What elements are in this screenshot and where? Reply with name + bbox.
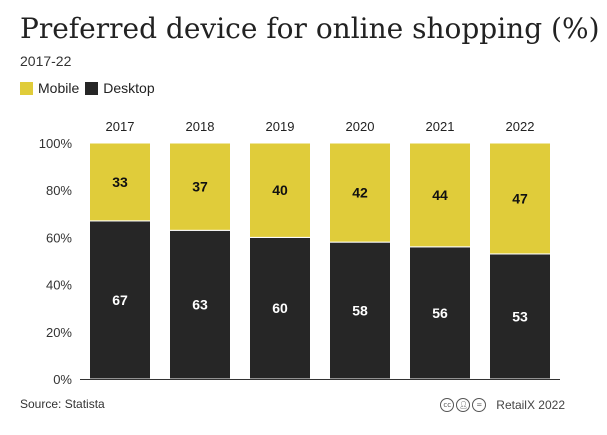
data-label-mobile: 42: [352, 185, 368, 201]
y-tick-label: 60%: [46, 230, 72, 245]
legend-item-mobile: Mobile: [20, 80, 79, 96]
credit-text: RetailX 2022: [496, 398, 565, 412]
y-tick-label: 20%: [46, 325, 72, 340]
y-tick-label: 100%: [39, 136, 73, 151]
legend-swatch-desktop: [85, 81, 99, 95]
bar-segment-mobile: [169, 142, 231, 231]
y-tick-label: 0%: [53, 372, 72, 387]
data-label-desktop: 58: [352, 303, 368, 319]
x-category-label: 2022: [506, 119, 535, 134]
data-label-mobile: 40: [272, 182, 288, 198]
x-category-label: 2019: [266, 119, 295, 134]
x-category-label: 2020: [346, 119, 375, 134]
data-label-desktop: 60: [272, 300, 288, 316]
data-label-desktop: 67: [112, 292, 128, 308]
data-label-mobile: 44: [432, 187, 448, 203]
bar-segment-mobile: [409, 142, 471, 248]
bar-segment-mobile: [489, 142, 551, 255]
license-icons: cc 👤︎ =: [440, 398, 488, 412]
data-label-mobile: 47: [512, 190, 528, 206]
bar-segment-desktop: [409, 246, 471, 380]
data-label-mobile: 37: [192, 179, 208, 195]
bar-segment-mobile: [329, 142, 391, 243]
y-tick-label: 40%: [46, 278, 72, 293]
legend-swatch-mobile: [20, 81, 33, 95]
data-label-desktop: 56: [432, 305, 448, 321]
legend: Mobile Desktop: [20, 80, 161, 96]
y-tick-label: 80%: [46, 183, 72, 198]
legend-label-mobile: Mobile: [38, 80, 80, 96]
chart-title: Preferred device for online shopping (%): [20, 12, 600, 45]
source-note: Source: Statista: [20, 397, 105, 411]
cc-icon: cc: [440, 398, 455, 412]
x-category-label: 2018: [186, 119, 215, 134]
bar-segment-mobile: [89, 142, 151, 222]
legend-item-desktop: Desktop: [85, 80, 155, 96]
equals-icon: =: [472, 398, 487, 412]
credit: cc 👤︎ = RetailX 2022: [440, 398, 565, 412]
by-icon: 👤︎: [456, 398, 471, 412]
bar-segment-desktop: [89, 220, 151, 380]
data-label-mobile: 33: [112, 174, 128, 190]
bar-segment-desktop: [329, 241, 391, 380]
bar-segment-desktop: [169, 229, 231, 380]
x-category-label: 2017: [106, 119, 135, 134]
chart-subtitle: 2017-22: [20, 53, 72, 69]
bar-segment-mobile: [249, 142, 311, 238]
data-label-desktop: 63: [192, 297, 208, 313]
legend-label-desktop: Desktop: [103, 80, 155, 96]
bar-segment-desktop: [249, 236, 311, 380]
bar-segment-desktop: [489, 253, 551, 380]
x-category-label: 2021: [426, 119, 455, 134]
data-label-desktop: 53: [512, 308, 528, 324]
